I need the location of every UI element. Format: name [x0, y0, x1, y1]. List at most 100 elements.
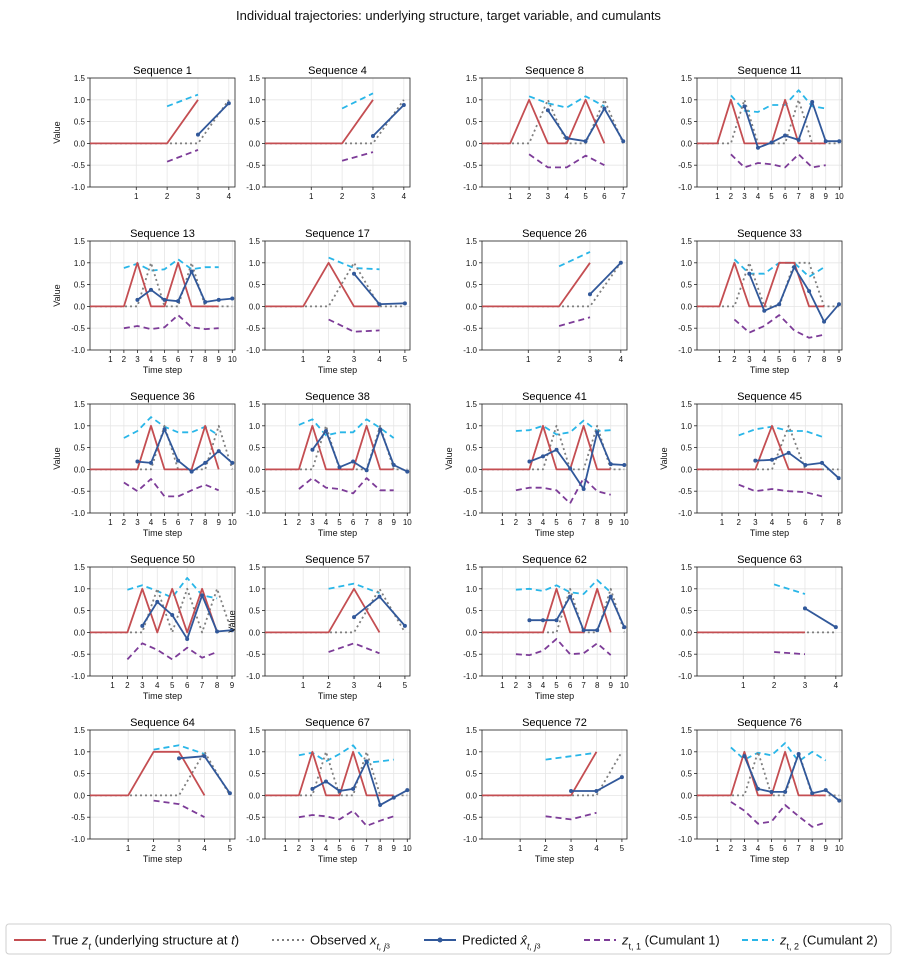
pred-marker	[216, 297, 221, 302]
subplot-title: Sequence 17	[305, 228, 370, 240]
x-axis-label: Time step	[535, 528, 574, 538]
plot-area	[482, 78, 627, 187]
pred-marker	[202, 754, 207, 759]
y-tick-label: -1.0	[463, 835, 477, 844]
series-z1	[515, 638, 612, 656]
series-true	[697, 98, 826, 145]
pred-marker	[792, 265, 797, 270]
subplot: -1.0 -0.5 0.0 0.5 1.0 1.5 1 2 3 4 5 6 7 8 9 10 Sequence …	[52, 391, 237, 538]
y-tick-label: -0.5	[463, 487, 477, 496]
y-tick-label: 0.0	[74, 139, 86, 148]
y-tick-label: 1.5	[249, 726, 261, 735]
x-tick-label: 3	[527, 518, 532, 527]
pred-marker	[608, 462, 613, 467]
pred-marker	[837, 139, 842, 144]
y-tick-label: 1.0	[74, 96, 86, 105]
series-true	[697, 424, 822, 471]
x-tick-label: 2	[732, 355, 737, 364]
y-tick-label: -0.5	[246, 161, 260, 170]
pred-marker	[402, 623, 407, 628]
y-tick-label: 0.5	[249, 118, 261, 127]
y-tick-label: 0.5	[681, 281, 693, 290]
pred-marker	[352, 271, 357, 276]
y-tick-label: 1.0	[74, 585, 86, 594]
subplot: -1.0 -0.5 0.0 0.5 1.0 1.5 1 2 3 4 5 Sequence 64 Time…	[71, 717, 236, 864]
axes-frame	[89, 77, 236, 188]
series-true	[90, 261, 219, 308]
series-pred	[743, 101, 840, 149]
y-tick-label: 1.5	[249, 237, 261, 246]
x-tick-label: 4	[594, 844, 599, 853]
pred-marker	[310, 786, 315, 791]
y-tick-label: 0.5	[74, 281, 86, 290]
plot-area	[697, 730, 842, 839]
pred-marker	[378, 802, 383, 807]
legend-label: Observed xt, j3	[310, 933, 390, 952]
y-tick-label: 1.0	[466, 259, 478, 268]
x-tick-label: 3	[352, 681, 357, 690]
subplot-title: Sequence 62	[522, 554, 587, 566]
x-tick-label: 10	[835, 192, 844, 201]
y-tick-label: -0.5	[463, 650, 477, 659]
series-z1	[774, 651, 806, 656]
pred-marker	[802, 606, 807, 611]
x-tick-label: 4	[756, 844, 761, 853]
x-tick-label: 1	[508, 192, 513, 201]
x-tick-label: 6	[351, 844, 356, 853]
axes-frame	[696, 403, 843, 514]
plot-area	[482, 730, 627, 839]
x-tick-label: 3	[310, 518, 315, 527]
x-tick-label: 3	[310, 844, 315, 853]
y-tick-label: -0.5	[246, 487, 260, 496]
y-tick-label: 0.0	[249, 139, 261, 148]
x-tick-label: 1	[108, 518, 113, 527]
y-tick-label: 0.0	[466, 628, 478, 637]
pred-marker	[364, 759, 369, 764]
subplot-title: Sequence 1	[133, 65, 192, 77]
plot-area	[265, 730, 410, 839]
pred-marker	[747, 271, 752, 276]
y-tick-label: 1.5	[466, 237, 478, 246]
series-z2	[341, 92, 374, 110]
x-axis-label: Time step	[318, 691, 357, 701]
y-tick-label: -1.0	[678, 672, 692, 681]
y-tick-label: -0.5	[71, 487, 85, 496]
pred-marker	[568, 594, 573, 599]
x-tick-label: 9	[837, 355, 842, 364]
pred-marker	[755, 145, 760, 150]
subplot-title: Sequence 13	[130, 228, 195, 240]
x-tick-label: 4	[541, 681, 546, 690]
pred-marker	[554, 618, 559, 623]
pred-marker	[140, 623, 145, 628]
series-true	[265, 424, 394, 471]
x-tick-label: 6	[185, 681, 190, 690]
legend-marker	[437, 937, 443, 943]
series-true	[265, 587, 381, 634]
x-tick-label: 2	[122, 518, 127, 527]
x-axis-label: Time step	[750, 528, 789, 538]
x-tick-label: 1	[126, 844, 131, 853]
y-tick-label: -1.0	[71, 835, 85, 844]
x-tick-label: 5	[170, 681, 175, 690]
pred-marker	[401, 103, 406, 108]
axes-frame	[89, 566, 236, 677]
x-tick-label: 4	[756, 192, 761, 201]
subplot-title: Sequence 38	[305, 391, 370, 403]
pred-marker	[564, 136, 569, 141]
pred-marker	[177, 756, 182, 761]
series-pred	[137, 428, 233, 473]
x-axis-label: Time step	[318, 528, 357, 538]
x-tick-label: 2	[326, 355, 331, 364]
plot-area	[90, 730, 235, 839]
x-tick-label: 3	[747, 355, 752, 364]
x-tick-label: 6	[783, 192, 788, 201]
x-tick-label: 3	[371, 192, 376, 201]
x-tick-label: 1	[110, 681, 115, 690]
x-tick-label: 8	[822, 355, 827, 364]
y-axis-label: Value	[52, 284, 62, 306]
pred-marker	[595, 628, 600, 633]
y-tick-label: 0.0	[249, 791, 261, 800]
pred-marker	[820, 460, 824, 465]
axes-frame	[481, 240, 628, 351]
x-tick-label: 2	[543, 844, 548, 853]
